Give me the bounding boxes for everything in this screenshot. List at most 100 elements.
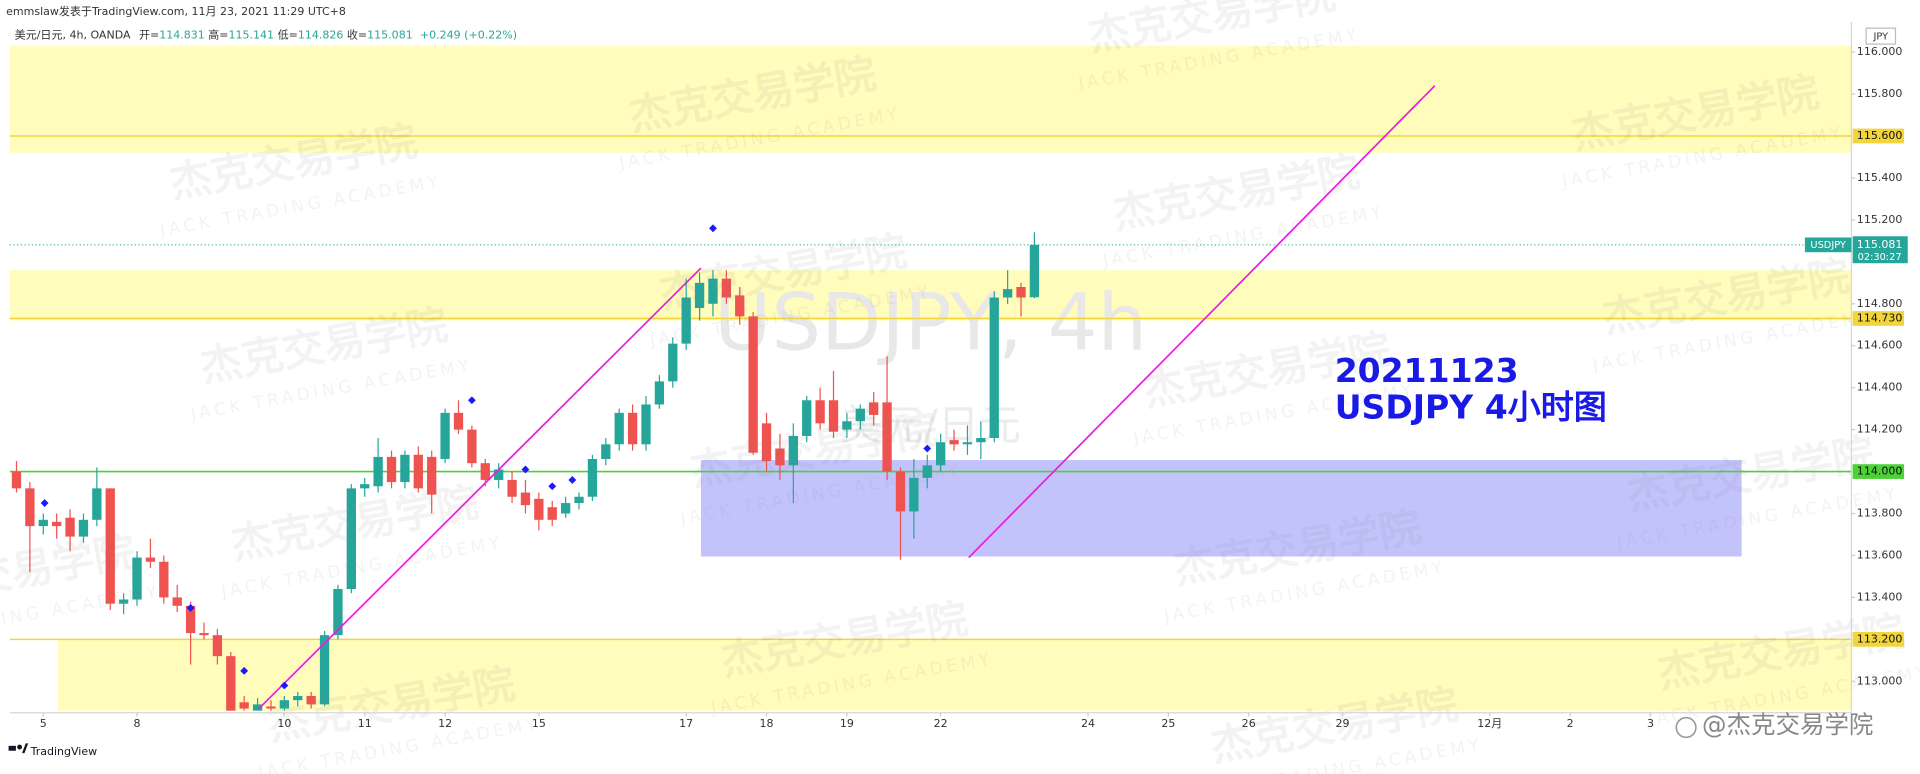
y-tick-label: 113.000 xyxy=(1857,674,1903,687)
x-tick-label: 19 xyxy=(840,717,854,730)
candle-body xyxy=(480,463,490,480)
candle-body xyxy=(761,423,772,462)
candle-body xyxy=(145,557,156,562)
logo-part xyxy=(8,745,16,751)
tradingview-logo xyxy=(8,743,29,754)
annotation: 20211123 xyxy=(1335,351,1519,390)
candle-body xyxy=(52,521,62,527)
candle-body xyxy=(252,704,263,711)
logo-part xyxy=(17,744,23,750)
level-label: 114.000 xyxy=(1857,465,1903,478)
symbol-watermark: USDJPY, 4h xyxy=(714,278,1147,369)
symbol-legend: 美元/日元, 4h, OANDA 开=114.831 高=115.141 低=1… xyxy=(15,28,517,42)
candle-body xyxy=(199,633,209,636)
ohlc-label: 开= xyxy=(139,29,159,42)
x-tick-label: 11 xyxy=(358,717,372,730)
candle-body xyxy=(212,635,223,657)
candle-body xyxy=(587,458,598,497)
symbol-tag: USDJPY xyxy=(1810,240,1845,251)
signal-marker xyxy=(709,224,717,233)
candle-body xyxy=(869,402,879,415)
y-tick-label: 115.400 xyxy=(1857,171,1903,184)
candle-body xyxy=(1029,244,1040,298)
price-tag-box xyxy=(1852,236,1908,264)
ohlc-label: 高= xyxy=(208,28,228,42)
candle-body xyxy=(909,477,919,512)
currency: JPY xyxy=(1873,32,1889,43)
x-tick-label: 24 xyxy=(1081,717,1095,730)
candle-body xyxy=(962,442,973,445)
level-label: 114.730 xyxy=(1857,311,1903,324)
x-tick-label: 18 xyxy=(760,717,774,730)
x-tick-label: 12 xyxy=(438,717,452,730)
candle-body xyxy=(828,400,839,432)
level-label: 115.600 xyxy=(1857,129,1903,142)
x-tick-label: 22 xyxy=(934,717,948,730)
candle-body xyxy=(842,421,852,430)
annotation: USDJPY 4小时图 xyxy=(1335,388,1607,427)
candle-body xyxy=(38,519,48,527)
candle-body xyxy=(494,469,504,480)
candle-body xyxy=(413,454,423,489)
trend-line xyxy=(258,267,702,710)
publish-header: emmslaw发表于TradingView.com, 11月 23, 2021 … xyxy=(6,4,346,18)
axis-layer: 113.000 113.400 113.600 113.800 114.200 114.4… xyxy=(40,45,1908,730)
level-label-box xyxy=(1852,128,1905,144)
candle-body xyxy=(855,408,865,422)
candle-body xyxy=(949,440,959,445)
ohlc-label: 收= xyxy=(347,28,367,42)
symbol-tag-box xyxy=(1804,237,1852,253)
price-tag: 115.081 xyxy=(1857,238,1903,251)
ohlc-value: 114.826 xyxy=(298,29,344,42)
y-tick-label: 113.800 xyxy=(1857,507,1903,520)
ohlc-value: 115.081 xyxy=(367,29,413,42)
candle-body xyxy=(574,496,584,504)
candle-body xyxy=(895,471,906,512)
candle-body xyxy=(735,295,745,317)
y-tick-label: 116.000 xyxy=(1857,45,1903,58)
candle-body xyxy=(266,706,276,709)
footer-author: @杰克交易学院 xyxy=(1702,710,1873,739)
candle-body xyxy=(159,561,169,598)
zone xyxy=(58,639,1852,711)
candle-body xyxy=(440,412,450,459)
candle-body xyxy=(427,456,437,495)
x-tick-label: 17 xyxy=(679,717,693,730)
candle-body xyxy=(520,492,531,506)
y-tick-label: 113.400 xyxy=(1857,590,1903,603)
candle-body xyxy=(1002,289,1013,298)
candle-body xyxy=(333,589,343,636)
signal-marker xyxy=(521,465,530,474)
main-layer xyxy=(9,85,1852,711)
y-tick-label: 115.200 xyxy=(1857,213,1903,226)
candle-body xyxy=(239,702,249,709)
y-tick-label: 115.800 xyxy=(1857,87,1903,100)
candle-body xyxy=(976,438,986,443)
y-tick-label: 114.200 xyxy=(1857,423,1903,436)
zone xyxy=(9,45,1852,153)
candle-body xyxy=(654,381,665,405)
candle-body xyxy=(105,488,115,604)
signal-marker xyxy=(568,476,577,484)
x-tick-label: 5 xyxy=(40,717,47,730)
footer-brand: TradingView xyxy=(30,745,98,758)
candle-body xyxy=(226,656,236,711)
candle-body xyxy=(681,297,691,344)
candle-body xyxy=(694,282,705,308)
candle-body xyxy=(748,316,758,453)
candle-body xyxy=(1016,287,1026,298)
candle-body xyxy=(641,404,651,445)
level-label-box xyxy=(1852,632,1905,647)
change-label: +0.249 (+0.22%) xyxy=(420,29,517,42)
candle-body xyxy=(936,442,946,466)
x-tick-label: 3 xyxy=(1647,717,1654,730)
symbol-name: 美元/日元, 4h, OANDA xyxy=(15,29,131,42)
currency-box xyxy=(1865,27,1897,45)
candle-body xyxy=(560,503,571,514)
level-label: 113.200 xyxy=(1857,632,1903,645)
candle-body xyxy=(279,700,290,709)
candle-body xyxy=(467,429,477,464)
x-tick-label: 2 xyxy=(1567,717,1574,730)
candle-body xyxy=(386,456,397,483)
y-tick-label: 114.400 xyxy=(1857,381,1903,394)
